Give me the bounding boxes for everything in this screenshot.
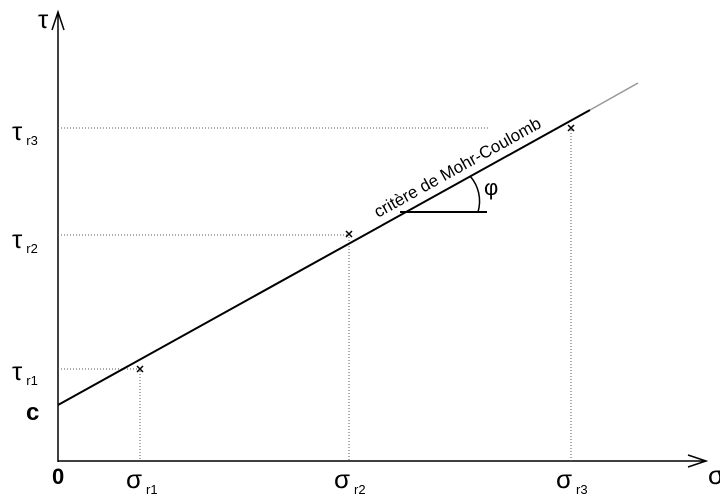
point xyxy=(345,230,353,238)
criterion-line xyxy=(57,109,591,406)
sigma-label: σ r2 xyxy=(334,464,366,497)
y-axis-label: τ xyxy=(38,4,49,34)
tau-label: τ r1 xyxy=(12,356,38,388)
x-arrow xyxy=(687,454,709,468)
tau-label: τ r2 xyxy=(12,224,38,256)
y-arrow xyxy=(51,9,65,31)
points xyxy=(136,124,575,373)
intercept-label: c xyxy=(26,399,39,426)
x-axis-label: σ xyxy=(708,460,720,490)
tau-label: τ r3 xyxy=(12,116,38,148)
point xyxy=(136,365,144,373)
angle-label: φ xyxy=(484,175,498,200)
line-label: critère de Mohr-Coulomb xyxy=(371,114,545,222)
point xyxy=(567,124,575,132)
sigma-label: σ r3 xyxy=(556,464,588,497)
origin-label: 0 xyxy=(52,464,64,489)
sigma-label: σ r1 xyxy=(126,464,158,497)
angle-arc xyxy=(469,175,481,213)
criterion-line-extension xyxy=(589,82,639,111)
